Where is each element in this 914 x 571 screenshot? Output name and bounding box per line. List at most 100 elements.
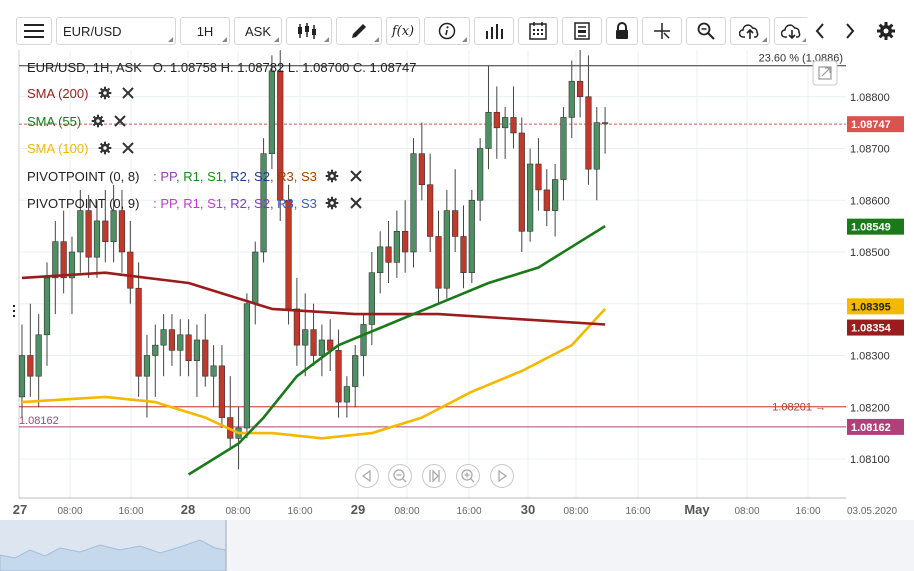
settings-button[interactable]: [872, 17, 900, 45]
scroll-right-button[interactable]: [836, 17, 864, 45]
pivot-item-r1: , R1: [176, 196, 200, 211]
calendar-icon: [529, 22, 547, 40]
x-tick-label: 08:00: [563, 506, 588, 517]
pan-right-button[interactable]: [490, 464, 514, 488]
pivot-item-s3: , S3: [293, 196, 317, 211]
sma55-line: [187, 224, 606, 476]
x-tick-label: 29: [351, 502, 365, 517]
info-button[interactable]: [424, 17, 470, 45]
candle-body: [102, 220, 109, 242]
reset-view-icon: [429, 469, 440, 483]
sma55-remove-close-icon[interactable]: [114, 115, 127, 130]
candle-body: [585, 96, 592, 170]
bar-chart-icon: [486, 24, 503, 39]
news-button[interactable]: [562, 17, 602, 45]
price-chart[interactable]: 23.60 % (1.0886) 1.08201 → 1.08162 1.08900…: [0, 50, 914, 571]
document-icon: [574, 22, 590, 40]
sma55-tag-box: [847, 218, 904, 235]
candle-body: [27, 355, 34, 377]
info-icon: [438, 22, 456, 40]
candle-body: [443, 210, 450, 289]
candle-body: [302, 329, 309, 346]
pivot1-label: PIVOTPOINT (0, 8): [27, 169, 140, 184]
dropdown-corner-icon: [802, 37, 807, 42]
candle-body: [593, 122, 600, 170]
sma55-label: SMA (55): [27, 114, 82, 129]
candle-body: [377, 246, 384, 273]
candle-body: [601, 122, 609, 125]
symbol-selector[interactable]: EUR/USD: [56, 17, 176, 45]
scroll-left-button[interactable]: [806, 17, 834, 45]
y-tick-label: 1.08900: [850, 50, 890, 52]
candle-body: [293, 308, 300, 346]
y-tick-label: 1.08100: [850, 454, 890, 466]
candle-body: [160, 329, 167, 346]
candle-body: [243, 303, 251, 429]
sma55-settings-gear-icon[interactable]: [91, 114, 105, 131]
timeframe-selector[interactable]: 1H: [180, 17, 230, 45]
candle-body: [368, 272, 375, 325]
upload-button[interactable]: [730, 17, 770, 45]
sma200-settings-gear-icon[interactable]: [98, 86, 112, 103]
dropdown-corner-icon: [168, 37, 173, 42]
download-button[interactable]: [774, 17, 810, 45]
pivot2-label: PIVOTPOINT (0, 9): [27, 196, 140, 211]
candle-body: [177, 334, 184, 351]
candle-body: [218, 365, 226, 418]
price-type-selector[interactable]: ASK: [234, 17, 282, 45]
pan-left-button[interactable]: [355, 464, 379, 488]
zoom-out-button[interactable]: [388, 464, 412, 488]
sma100-tag-box: [847, 298, 904, 315]
x-tick-label: 08:00: [394, 506, 419, 517]
pivot2-remove-close-icon[interactable]: [350, 197, 362, 212]
candle-body: [60, 241, 67, 279]
y-tick-label: 1.08800: [850, 92, 890, 104]
sma200-remove-close-icon[interactable]: [121, 87, 134, 102]
pivot2-sep: :: [153, 196, 157, 211]
sma100-settings-gear-icon[interactable]: [98, 141, 112, 158]
x-tick-label: 16:00: [625, 506, 650, 517]
candle-body: [260, 153, 267, 253]
sma100-tag-label: 1.08395: [851, 301, 891, 313]
pivot1-settings-gear-icon[interactable]: [325, 169, 339, 186]
candle-body: [152, 344, 159, 356]
last-price-tag-box: [847, 116, 904, 133]
volume-button[interactable]: [474, 17, 514, 45]
lock-button[interactable]: [606, 17, 638, 45]
drag-handle-icon[interactable]: [13, 305, 15, 317]
x-tick-label: 16:00: [118, 506, 143, 517]
candle-body: [143, 355, 151, 377]
navigator-selection[interactable]: [0, 520, 226, 571]
pivot-item-r2: , R2: [222, 169, 247, 184]
dropdown-corner-icon: [324, 37, 329, 42]
drawing-tool-button[interactable]: [336, 17, 382, 45]
sma100-remove-close-icon[interactable]: [121, 142, 134, 157]
pivot1-items: PP, R1, S1, R2, S2, R3, S3: [160, 169, 317, 184]
candle-body: [577, 80, 584, 98]
candle-body: [493, 111, 500, 129]
x-tick-label: 03.05.2020: [847, 506, 897, 517]
candle-body: [210, 365, 217, 377]
candle-body: [393, 231, 400, 263]
candle-body: [118, 210, 126, 253]
crosshair-button[interactable]: [642, 17, 682, 45]
zoom-in-button[interactable]: [456, 464, 480, 488]
pivot1-legend: PIVOTPOINT (0, 8) : PP, R1, S1, R2, S2, …: [27, 169, 362, 186]
candlestick-icon: [298, 23, 316, 39]
zoom-button[interactable]: [686, 17, 726, 45]
candle-body: [310, 329, 317, 356]
candle-body: [268, 70, 276, 154]
pivot-item-r1: , R1: [176, 169, 200, 184]
x-tick-label: 16:00: [795, 506, 820, 517]
pivot-item-s3: , S3: [293, 169, 317, 184]
menu-button[interactable]: [16, 17, 52, 45]
pivot2-settings-gear-icon[interactable]: [325, 196, 339, 213]
candle-body: [477, 148, 484, 201]
candle-body: [85, 210, 92, 258]
indicators-button[interactable]: f(x): [386, 17, 420, 45]
calendar-button[interactable]: [518, 17, 558, 45]
chart-type-button[interactable]: [286, 17, 332, 45]
sma200-tag-box: [847, 319, 904, 336]
pivot1-remove-close-icon[interactable]: [350, 170, 362, 185]
reset-view-button[interactable]: [422, 464, 446, 488]
